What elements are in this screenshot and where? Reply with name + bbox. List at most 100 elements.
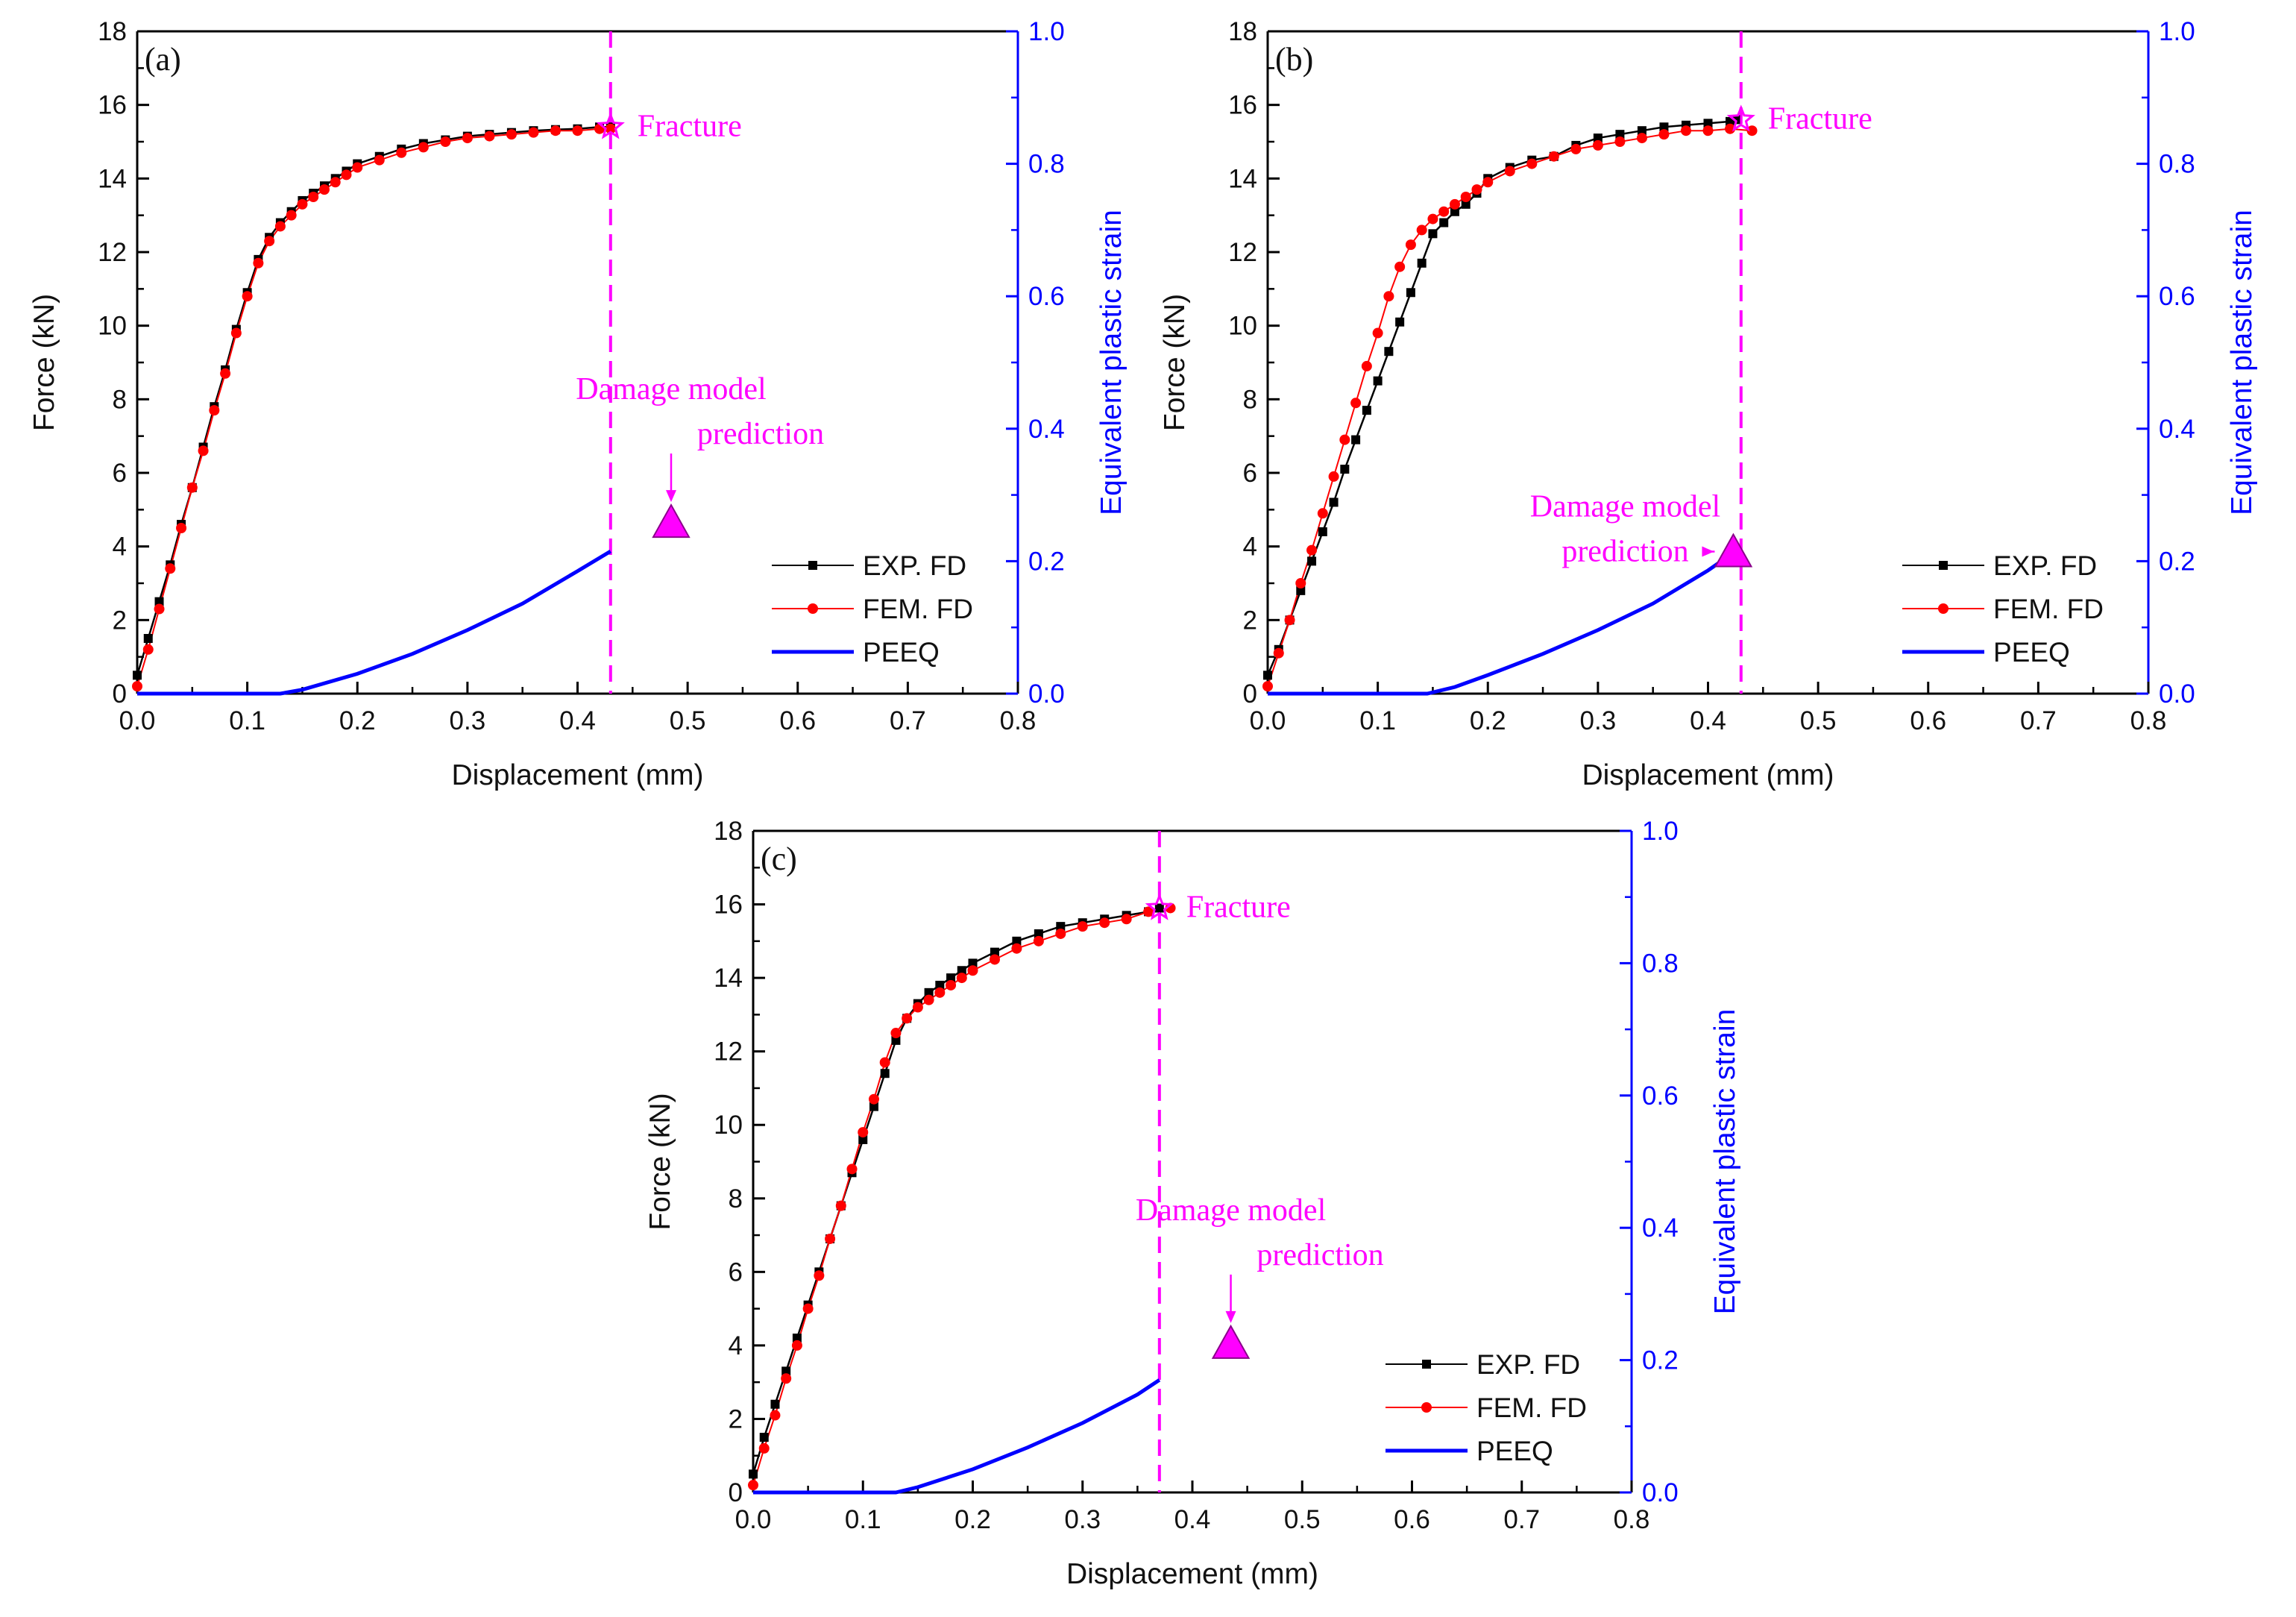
y-tick-label: 10 <box>98 312 127 341</box>
x-tick-label: 0.7 <box>2020 706 2057 735</box>
exp-point <box>1703 119 1713 128</box>
x-tick-label: 0.3 <box>450 706 486 735</box>
legend-item: EXP. FD <box>1902 550 2097 581</box>
exp-point <box>1263 671 1272 680</box>
exp-point <box>1384 347 1394 357</box>
legend-square-icon <box>808 561 817 570</box>
exp-point <box>1318 527 1327 536</box>
fem-point <box>802 1303 814 1314</box>
fem-point <box>528 127 539 138</box>
x-tick-label: 0.6 <box>1394 1505 1430 1534</box>
x-tick-label: 0.0 <box>119 706 156 735</box>
fracture-label: Fracture <box>638 109 742 143</box>
legend-label: EXP. FD <box>863 550 966 581</box>
damage-arrow-head-icon <box>1702 546 1714 557</box>
exp-point <box>1012 936 1022 946</box>
y2-tick-label: 1.0 <box>2159 17 2195 46</box>
fem-point <box>297 198 308 210</box>
damage-label-line2: prediction <box>697 417 824 451</box>
damage-triangle-icon <box>1714 533 1753 568</box>
legend-item: FEM. FD <box>1386 1392 1587 1423</box>
y-axis-title: Force (kN) <box>1159 294 1191 431</box>
chart-panel-1: 0.0 0.1 0.2 0.3 0.4 0.5 0.6 0.7 0.8 0 2 4 6 8 10 12 14 16… <box>28 17 1127 791</box>
y-tick-label: 6 <box>113 459 127 488</box>
fem-point <box>318 184 330 195</box>
damage-triangle-icon <box>652 503 691 539</box>
fem-point <box>1427 213 1438 225</box>
y-tick-label: 4 <box>1243 533 1257 562</box>
x-tick-label: 0.8 <box>1614 1505 1650 1534</box>
exp-point <box>759 1433 769 1442</box>
exp-point <box>858 1134 868 1144</box>
x-tick-label: 0.6 <box>779 706 816 735</box>
fem-point <box>142 644 154 655</box>
legend-square-icon <box>1939 561 1948 570</box>
exp-point <box>946 973 956 983</box>
series-peeq-line <box>137 549 612 696</box>
x-tick-label: 0.4 <box>1690 706 1726 735</box>
legend-label: FEM. FD <box>863 594 973 624</box>
chart-panel-2: 0.0 0.1 0.2 0.3 0.4 0.5 0.6 0.7 0.8 0 2 4 6 8 10 12 14 16… <box>1159 17 2258 791</box>
fem-point <box>781 1373 792 1384</box>
fem-point <box>1339 434 1350 445</box>
y2-tick-label: 1.0 <box>1642 817 1679 846</box>
fem-point <box>374 154 385 166</box>
fem-point <box>1350 398 1362 409</box>
y-tick-label: 8 <box>113 385 127 414</box>
fem-point <box>1702 125 1714 136</box>
exp-point <box>880 1069 890 1078</box>
legend-label: EXP. FD <box>1476 1349 1580 1380</box>
fem-point <box>1383 291 1394 302</box>
y-tick-label: 8 <box>1243 385 1257 414</box>
exp-point <box>1340 465 1350 474</box>
fem-point <box>1746 125 1758 136</box>
x-tick-label: 0.8 <box>1000 706 1037 735</box>
x-axis-title: Displacement (mm) <box>1066 1558 1318 1590</box>
fem-point <box>1273 647 1284 659</box>
panel-label: (c) <box>761 841 797 877</box>
fem-point <box>923 994 934 1005</box>
y-tick-label: 4 <box>113 533 127 562</box>
exp-point <box>1373 376 1383 386</box>
x-tick-label: 0.3 <box>1580 706 1617 735</box>
exp-point <box>1296 585 1306 595</box>
y-tick-label: 14 <box>98 164 127 193</box>
exp-point <box>1406 288 1415 298</box>
x-tick-label: 0.4 <box>559 706 596 735</box>
y-tick-label: 18 <box>98 17 127 46</box>
y2-axis-title: Equivalent plastic strain <box>1709 1009 1741 1315</box>
x-tick-label: 0.1 <box>229 706 265 735</box>
y-tick-label: 8 <box>729 1184 743 1213</box>
fem-point <box>286 210 297 221</box>
exp-point <box>1450 207 1459 216</box>
fem-point <box>506 129 517 140</box>
fem-point <box>132 681 142 692</box>
fem-point <box>186 482 198 493</box>
fem-point <box>846 1164 858 1175</box>
series-peeq-line <box>1268 550 1737 696</box>
y2-tick-label: 0.8 <box>1028 150 1065 179</box>
fem-point <box>154 603 165 615</box>
fem-point <box>956 973 967 984</box>
y-tick-label: 0 <box>1243 679 1257 709</box>
exp-point <box>133 671 142 680</box>
y2-tick-label: 1.0 <box>1028 17 1065 46</box>
fem-point <box>1121 914 1132 925</box>
fem-point <box>814 1270 825 1281</box>
fem-point <box>1372 327 1383 339</box>
fem-point <box>341 169 352 180</box>
fem-point <box>1438 206 1450 217</box>
exp-point <box>1615 130 1625 139</box>
damage-label-line2: prediction <box>1256 1238 1383 1272</box>
fem-point <box>1416 225 1427 236</box>
y-tick-label: 16 <box>98 91 127 120</box>
legend-item: FEM. FD <box>1902 594 2104 624</box>
fem-point <box>1614 136 1626 147</box>
fem-point <box>1295 578 1306 588</box>
exp-point <box>1154 903 1164 913</box>
y-tick-label: 2 <box>113 606 127 635</box>
exp-point <box>1351 435 1361 445</box>
fracture-star-icon <box>596 112 625 139</box>
fem-point <box>1471 184 1482 195</box>
exp-point <box>154 597 164 606</box>
